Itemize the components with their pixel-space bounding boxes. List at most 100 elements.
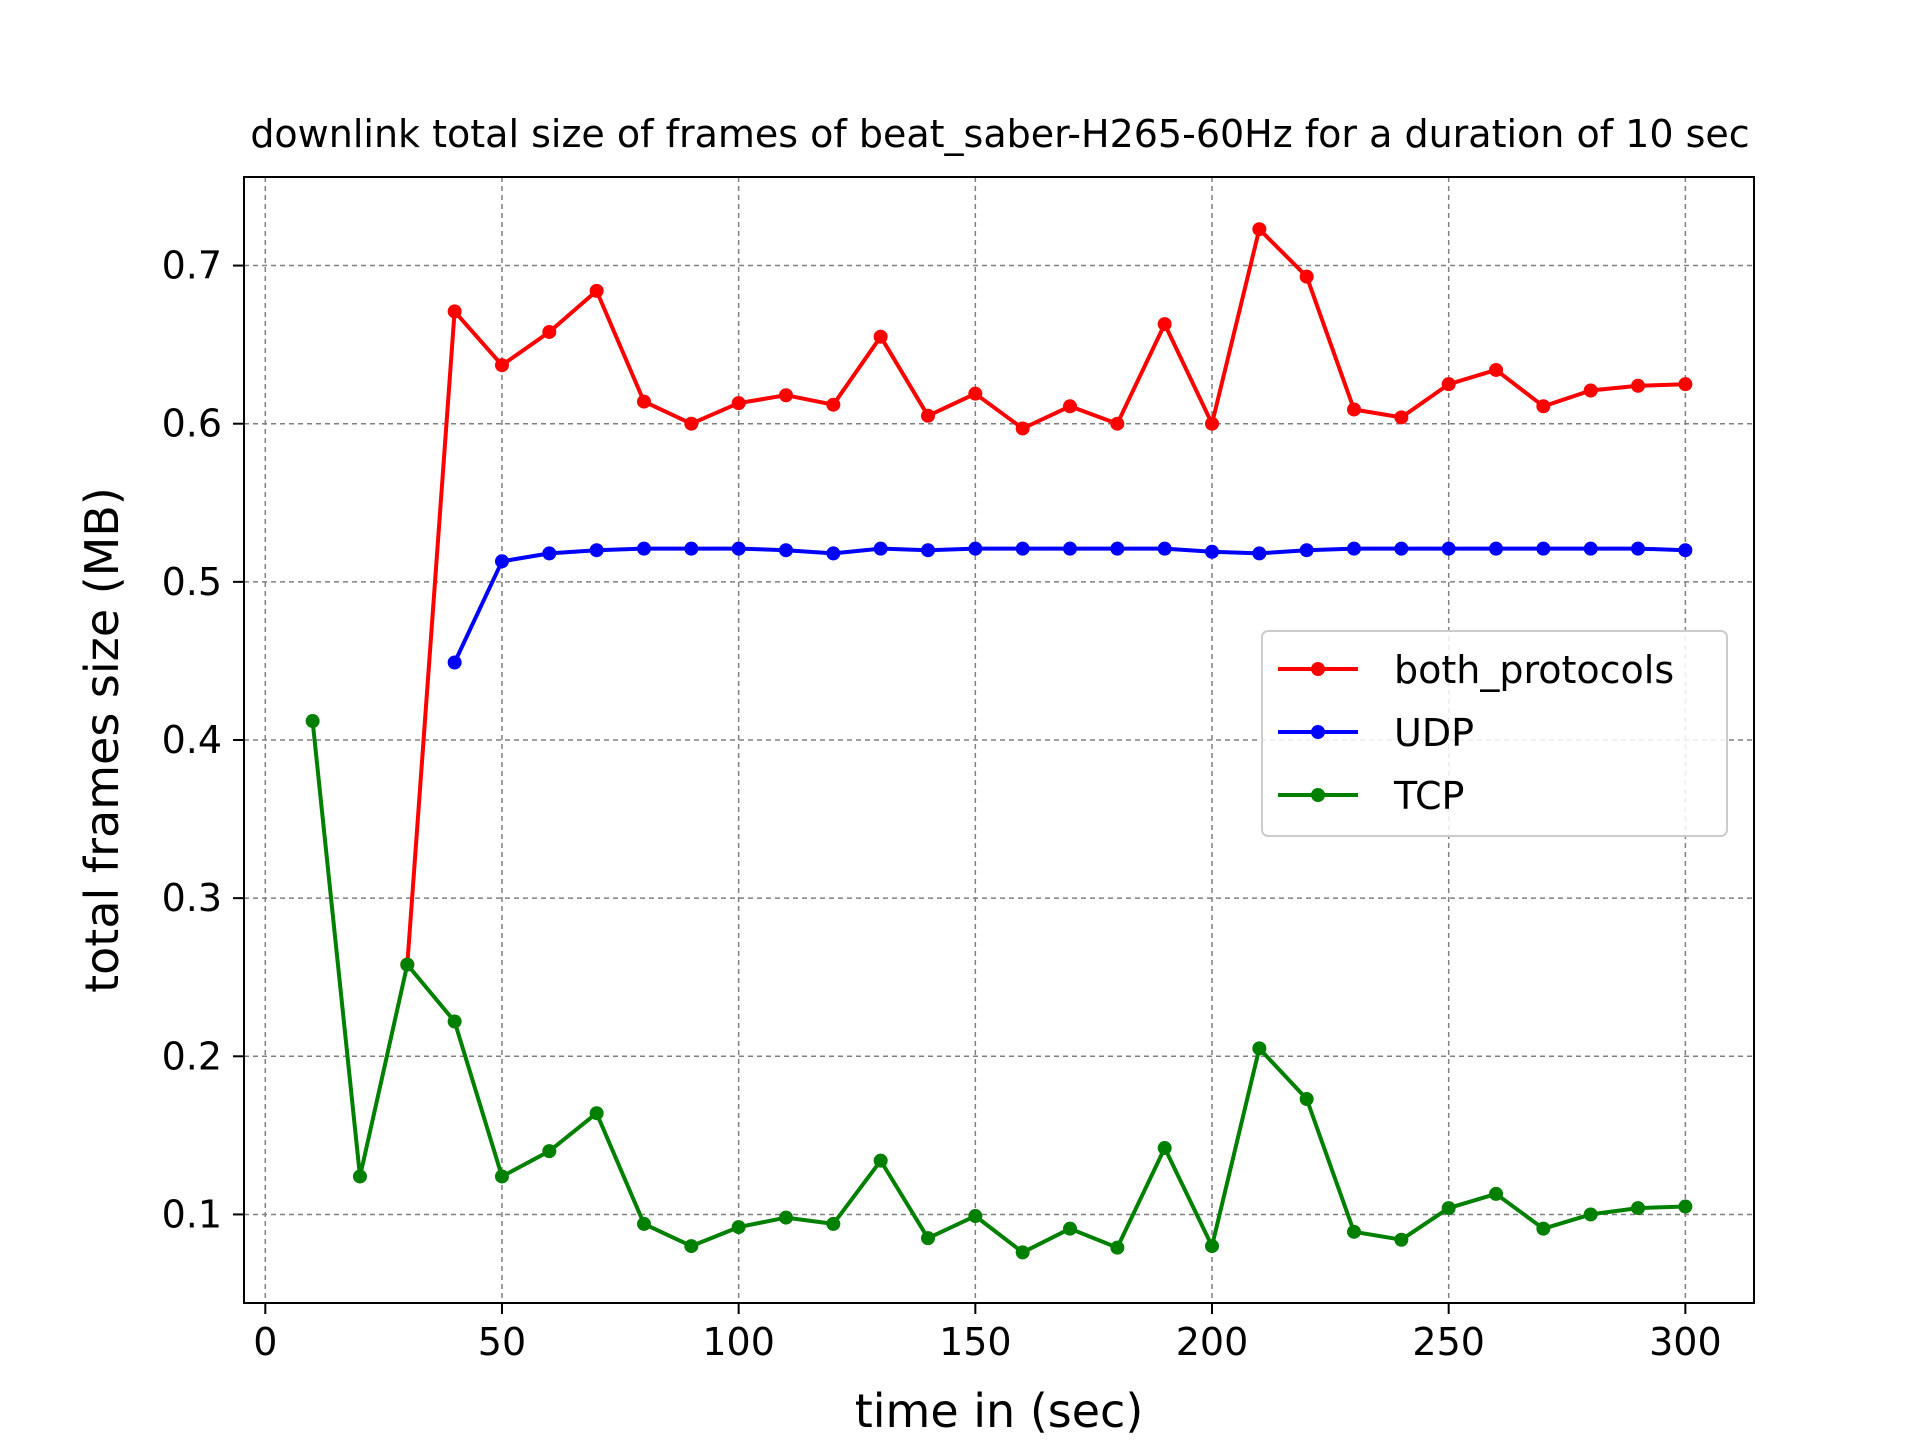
x-tick-label: 250 <box>1412 1320 1485 1364</box>
data-point-both-protocols <box>589 283 604 298</box>
y-tick-label: 0.5 <box>162 560 222 604</box>
data-point-both-protocols <box>968 386 983 401</box>
legend-label-tcp: TCP <box>1393 774 1464 818</box>
axis-ticks: 0 50 100 150 200 250 300 0.1 0.2 0.3 0.4 0.5 0.6 0.7 <box>162 244 1722 1364</box>
data-point-udp <box>1441 541 1456 556</box>
data-point-tcp <box>1015 1245 1030 1260</box>
data-point-tcp <box>873 1153 888 1168</box>
data-point-tcp <box>778 1210 793 1225</box>
data-point-tcp <box>1441 1201 1456 1216</box>
data-point-both-protocols <box>1678 377 1693 392</box>
data-point-udp <box>1536 541 1551 556</box>
data-point-tcp <box>1536 1221 1551 1236</box>
data-point-both-protocols <box>873 329 888 344</box>
data-point-tcp <box>1631 1201 1646 1216</box>
data-point-tcp <box>1110 1240 1125 1255</box>
y-tick-label: 0.4 <box>162 718 222 762</box>
data-point-tcp <box>1678 1199 1693 1214</box>
legend-label-udp: UDP <box>1394 711 1474 755</box>
data-point-udp <box>826 546 841 561</box>
data-point-udp <box>1205 544 1220 559</box>
data-point-udp <box>494 554 509 569</box>
x-tick-label: 150 <box>939 1320 1012 1364</box>
data-point-both-protocols <box>684 416 699 431</box>
data-point-udp <box>1299 543 1314 558</box>
data-point-tcp <box>589 1106 604 1121</box>
data-point-both-protocols <box>1299 269 1314 284</box>
data-point-tcp <box>494 1169 509 1184</box>
x-axis-label: time in (sec) <box>855 1384 1144 1438</box>
data-point-both-protocols <box>1157 317 1172 332</box>
data-point-udp <box>1583 541 1598 556</box>
data-point-udp <box>968 541 983 556</box>
data-point-both-protocols <box>1583 383 1598 398</box>
data-point-udp <box>1678 543 1693 558</box>
y-tick-label: 0.1 <box>162 1192 222 1236</box>
data-point-both-protocols <box>447 304 462 319</box>
x-tick-label: 100 <box>702 1320 775 1364</box>
y-axis-label: total frames size (MB) <box>75 487 129 993</box>
series-line-tcp <box>310 720 1686 1255</box>
data-point-both-protocols <box>1536 399 1551 414</box>
y-tick-label: 0.7 <box>162 244 222 288</box>
y-tick-label: 0.6 <box>162 402 222 446</box>
data-point-tcp <box>684 1239 699 1254</box>
data-point-both-protocols <box>1394 410 1409 425</box>
legend-marker-tcp <box>1311 788 1325 802</box>
series-tcp <box>305 714 1693 1260</box>
data-point-tcp <box>447 1014 462 1029</box>
legend-item-udp: UDP <box>1278 711 1474 755</box>
chart-title: downlink total size of frames of beat_sa… <box>250 112 1749 156</box>
legend-marker-udp <box>1311 725 1325 739</box>
data-point-tcp <box>1157 1141 1172 1156</box>
data-point-udp <box>684 541 699 556</box>
data-point-udp <box>1347 541 1362 556</box>
data-point-udp <box>1489 541 1504 556</box>
data-point-tcp <box>826 1216 841 1231</box>
data-point-both-protocols <box>1063 399 1078 414</box>
data-point-udp <box>542 546 557 561</box>
data-point-tcp <box>1205 1239 1220 1254</box>
legend-item-tcp: TCP <box>1278 774 1464 818</box>
data-point-both-protocols <box>1252 222 1267 237</box>
data-point-both-protocols <box>1110 416 1125 431</box>
data-point-both-protocols <box>1015 421 1030 436</box>
series-line-both-protocols <box>405 227 1686 965</box>
y-tick-label: 0.2 <box>162 1034 222 1078</box>
data-point-both-protocols <box>1441 377 1456 392</box>
data-point-tcp <box>1252 1041 1267 1056</box>
data-point-tcp <box>1063 1221 1078 1236</box>
data-point-both-protocols <box>826 397 841 412</box>
data-point-udp <box>1063 541 1078 556</box>
data-point-udp <box>920 543 935 558</box>
series-udp <box>447 541 1693 670</box>
x-tick-label: 50 <box>478 1320 526 1364</box>
data-point-tcp <box>1583 1207 1598 1222</box>
data-point-udp <box>1015 541 1030 556</box>
data-point-udp <box>447 655 462 670</box>
data-point-both-protocols <box>1347 402 1362 417</box>
data-point-both-protocols <box>636 394 651 409</box>
legend: both_protocols UDP TCP <box>1261 630 1728 837</box>
legend-marker-both-protocols <box>1311 662 1325 676</box>
data-point-both-protocols <box>1489 362 1504 377</box>
data-point-tcp <box>305 714 320 729</box>
data-point-both-protocols <box>1205 416 1220 431</box>
data-point-udp <box>1631 541 1646 556</box>
data-point-tcp <box>1394 1232 1409 1247</box>
data-point-tcp <box>968 1209 983 1224</box>
data-point-both-protocols <box>542 324 557 339</box>
data-point-udp <box>731 541 746 556</box>
series-both-protocols <box>400 222 1693 972</box>
x-tick-label: 0 <box>253 1320 277 1364</box>
data-point-udp <box>1252 546 1267 561</box>
data-point-udp <box>873 541 888 556</box>
legend-label-both-protocols: both_protocols <box>1394 648 1674 692</box>
data-point-udp <box>1394 541 1409 556</box>
y-tick-label: 0.3 <box>162 876 222 920</box>
data-point-udp <box>636 541 651 556</box>
data-point-tcp <box>1299 1091 1314 1106</box>
data-point-tcp <box>352 1169 367 1184</box>
data-point-both-protocols <box>920 408 935 423</box>
